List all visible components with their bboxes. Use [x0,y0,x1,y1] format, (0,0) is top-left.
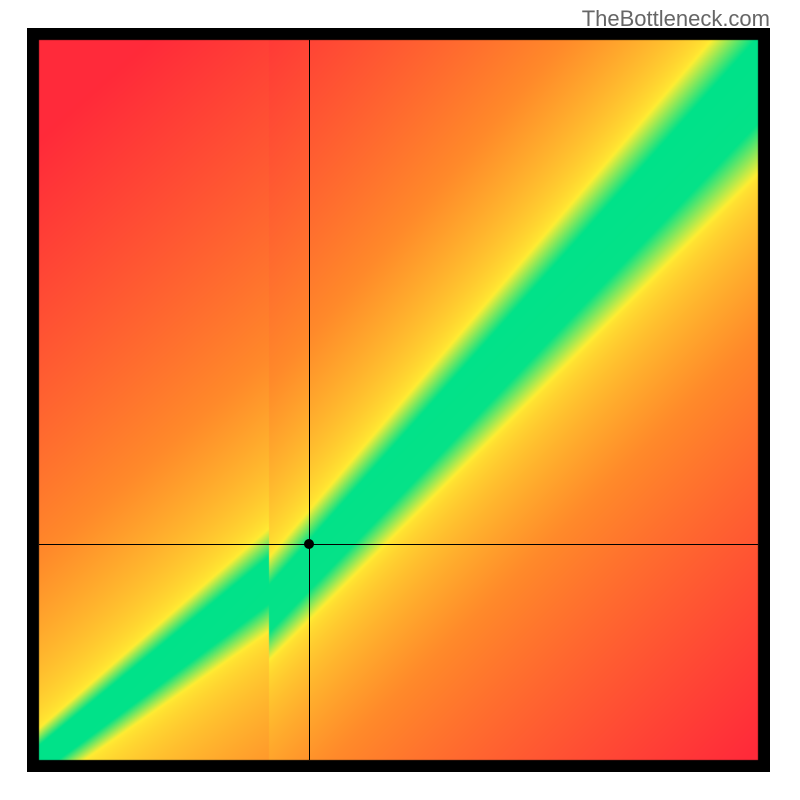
plot-area [27,28,770,772]
crosshair-horizontal [39,544,758,545]
chart-container: TheBottleneck.com [0,0,800,800]
heatmap-canvas [27,28,770,772]
crosshair-vertical [309,40,310,760]
watermark-text: TheBottleneck.com [582,6,770,32]
crosshair-marker [304,539,314,549]
